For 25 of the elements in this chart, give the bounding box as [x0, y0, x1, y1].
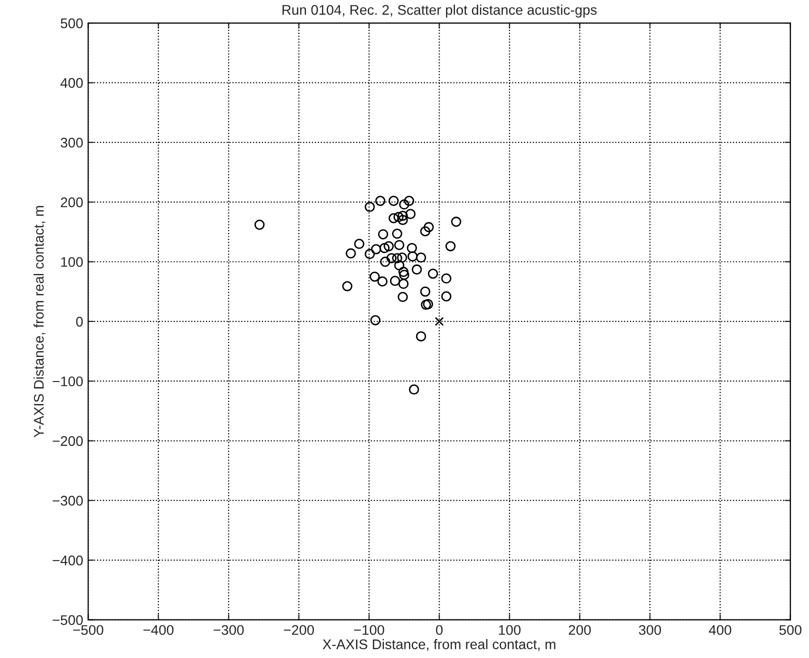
chart-title: Run 0104, Rec. 2, Scatter plot distance acustic-gps: [282, 4, 597, 18]
x-tick-label: 300: [638, 625, 661, 635]
x-tick-label: −200: [284, 625, 314, 635]
y-tick-label: −400: [52, 555, 83, 566]
y-tick-label: −300: [52, 496, 83, 506]
x-axis-title: X-AXIS Distance, from real contact, m: [322, 639, 556, 651]
x-tick-label: 100: [498, 625, 521, 635]
y-tick-label: 0: [76, 316, 83, 327]
x-tick-label: 200: [568, 625, 591, 635]
y-tick-label: 400: [60, 78, 83, 88]
y-tick-label: 200: [60, 197, 83, 208]
x-tick-label: 0: [436, 625, 443, 635]
y-tick-label: 300: [60, 138, 83, 148]
y-tick-label: −500: [52, 615, 83, 626]
y-axis-title: Y-AXIS Distance, from real contact, m: [34, 206, 46, 438]
y-tick-label: −200: [52, 436, 83, 446]
x-tick-label: −400: [143, 625, 174, 635]
x-tick-label: −100: [354, 625, 384, 635]
x-tick-label: −300: [214, 625, 244, 635]
x-tick-label: 400: [708, 625, 732, 635]
y-tick-label: 500: [60, 18, 83, 28]
x-tick-label: −500: [73, 625, 104, 635]
y-tick-label: 100: [61, 257, 83, 267]
y-tick-label: −100: [52, 376, 83, 386]
x-tick-label: 500: [779, 625, 802, 635]
